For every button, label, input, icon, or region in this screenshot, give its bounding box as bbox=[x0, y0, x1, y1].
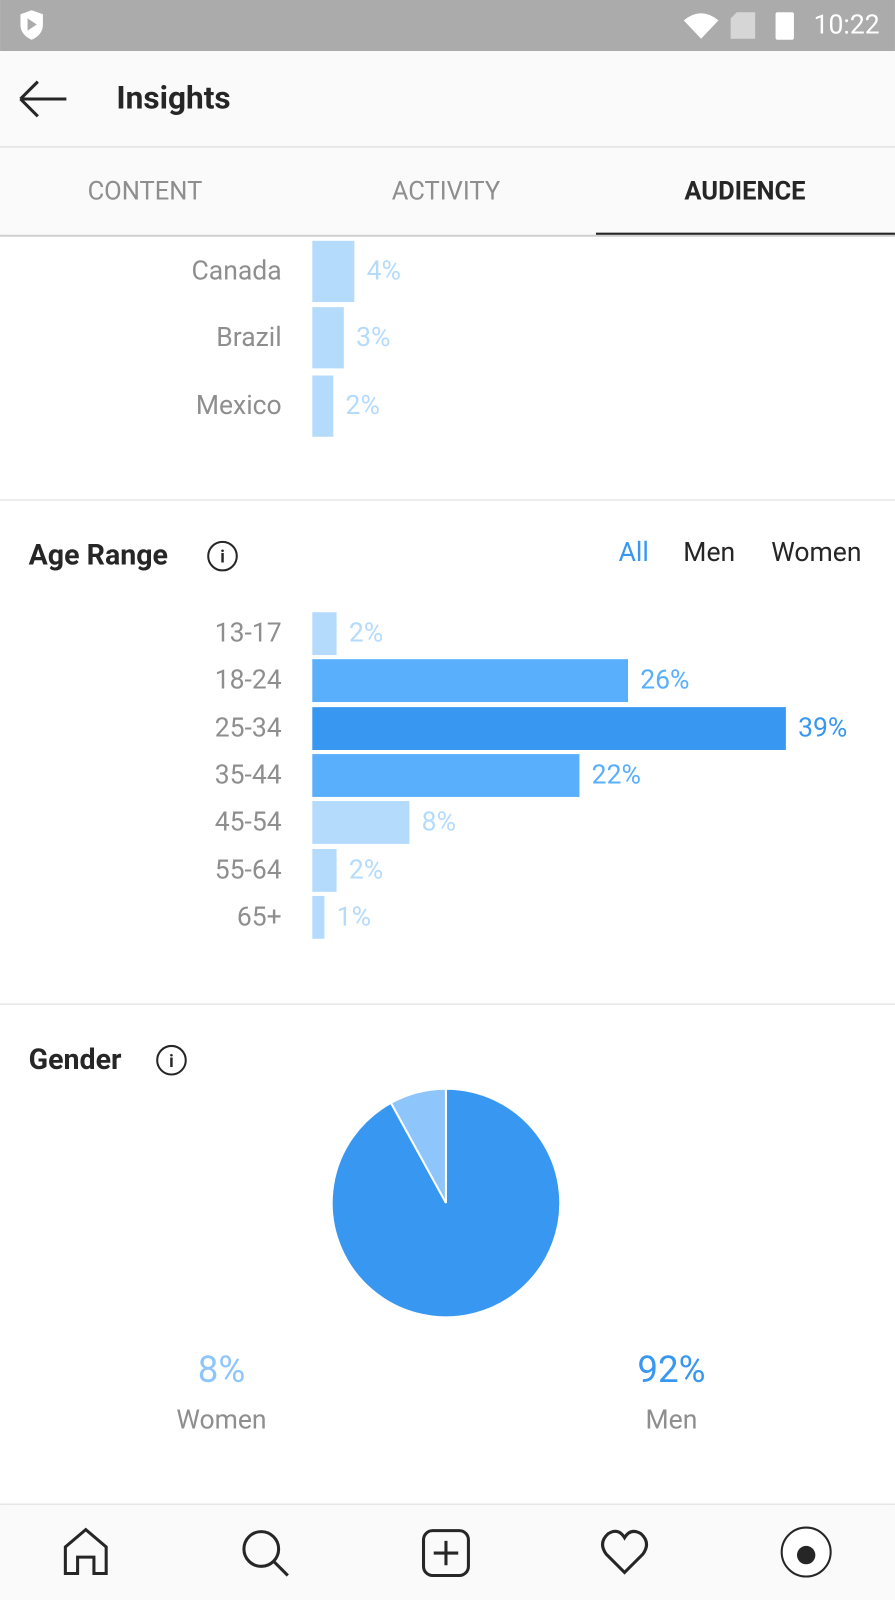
bar-label: 13-17 bbox=[215, 618, 282, 649]
bar bbox=[312, 754, 580, 797]
profile-button[interactable] bbox=[780, 1526, 832, 1578]
legend-label: Women bbox=[176, 1404, 266, 1435]
search-button[interactable] bbox=[242, 1530, 289, 1577]
filters: All Men Women bbox=[619, 537, 862, 568]
value-label: 92% bbox=[637, 1348, 705, 1391]
status-time: 10:22 bbox=[814, 10, 880, 41]
value-label: 39% bbox=[798, 713, 847, 744]
bar-label: 65+ bbox=[237, 901, 282, 932]
home-button[interactable] bbox=[63, 1527, 108, 1575]
bar-label: 25-34 bbox=[215, 713, 282, 744]
bar bbox=[312, 659, 629, 703]
bar bbox=[312, 848, 337, 892]
info-icon[interactable]: i bbox=[156, 1044, 187, 1076]
sim-icon bbox=[730, 12, 756, 39]
tabs: CONTENT ACTIVITY AUDIENCE bbox=[88, 177, 895, 236]
tab-bar bbox=[0, 146, 895, 235]
filter[interactable]: Men bbox=[683, 537, 735, 568]
info-icon[interactable]: i bbox=[207, 540, 238, 572]
bar bbox=[312, 612, 337, 656]
locations-chart: Canada 4% Brazil 3% Mexico 2% bbox=[192, 240, 401, 437]
tab[interactable]: CONTENT bbox=[88, 177, 203, 207]
tab-indicator bbox=[595, 232, 895, 236]
value-label: 4% bbox=[367, 255, 401, 286]
filter[interactable]: Women bbox=[771, 537, 861, 568]
value-label: 26% bbox=[640, 665, 689, 696]
bar bbox=[312, 240, 355, 303]
shield-icon-inner bbox=[27, 18, 37, 31]
value-label: 3% bbox=[356, 322, 390, 353]
bar-label: 45-54 bbox=[215, 806, 282, 837]
legend-label: Men bbox=[646, 1404, 698, 1435]
svg-text:i: i bbox=[220, 548, 225, 568]
value-label: 2% bbox=[346, 390, 380, 421]
bar bbox=[312, 707, 786, 750]
bar-label: Mexico bbox=[196, 390, 282, 421]
back-button[interactable] bbox=[19, 80, 67, 118]
value-label: 2% bbox=[349, 854, 383, 885]
value-label: 1% bbox=[337, 901, 371, 932]
header-title: Insights bbox=[116, 79, 230, 116]
pie-slice bbox=[330, 1087, 562, 1319]
bar bbox=[312, 375, 334, 437]
value-label: 8% bbox=[198, 1348, 246, 1391]
battery-icon bbox=[775, 12, 794, 40]
age-chart: 13-17 2% 18-24 26% 25-34 39% 35-44 22% 45-54 8% 55… bbox=[215, 612, 847, 939]
svg-text:i: i bbox=[169, 1052, 174, 1072]
section-title: Age Range bbox=[29, 538, 168, 572]
tab[interactable]: ACTIVITY bbox=[392, 177, 501, 207]
bar bbox=[312, 895, 325, 939]
bar-label: Brazil bbox=[216, 322, 281, 353]
bar-label: Canada bbox=[192, 255, 282, 286]
bar-label: 35-44 bbox=[215, 760, 282, 791]
status-bar bbox=[0, 0, 895, 52]
bar bbox=[312, 307, 344, 369]
tab[interactable]: AUDIENCE bbox=[684, 177, 805, 207]
section-title: Gender bbox=[29, 1042, 122, 1076]
bar-label: 55-64 bbox=[215, 854, 282, 885]
activity-button[interactable] bbox=[601, 1529, 649, 1575]
value-label: 22% bbox=[592, 760, 641, 791]
new-post-button[interactable] bbox=[421, 1529, 470, 1578]
gender-chart: 8% Women 92% Men bbox=[176, 1087, 706, 1435]
bar-label: 18-24 bbox=[215, 665, 282, 696]
wifi-icon bbox=[683, 13, 719, 39]
value-label: 8% bbox=[422, 806, 456, 837]
filter[interactable]: All bbox=[619, 537, 649, 568]
header bbox=[0, 51, 895, 147]
bar bbox=[312, 801, 410, 844]
value-label: 2% bbox=[349, 618, 383, 649]
